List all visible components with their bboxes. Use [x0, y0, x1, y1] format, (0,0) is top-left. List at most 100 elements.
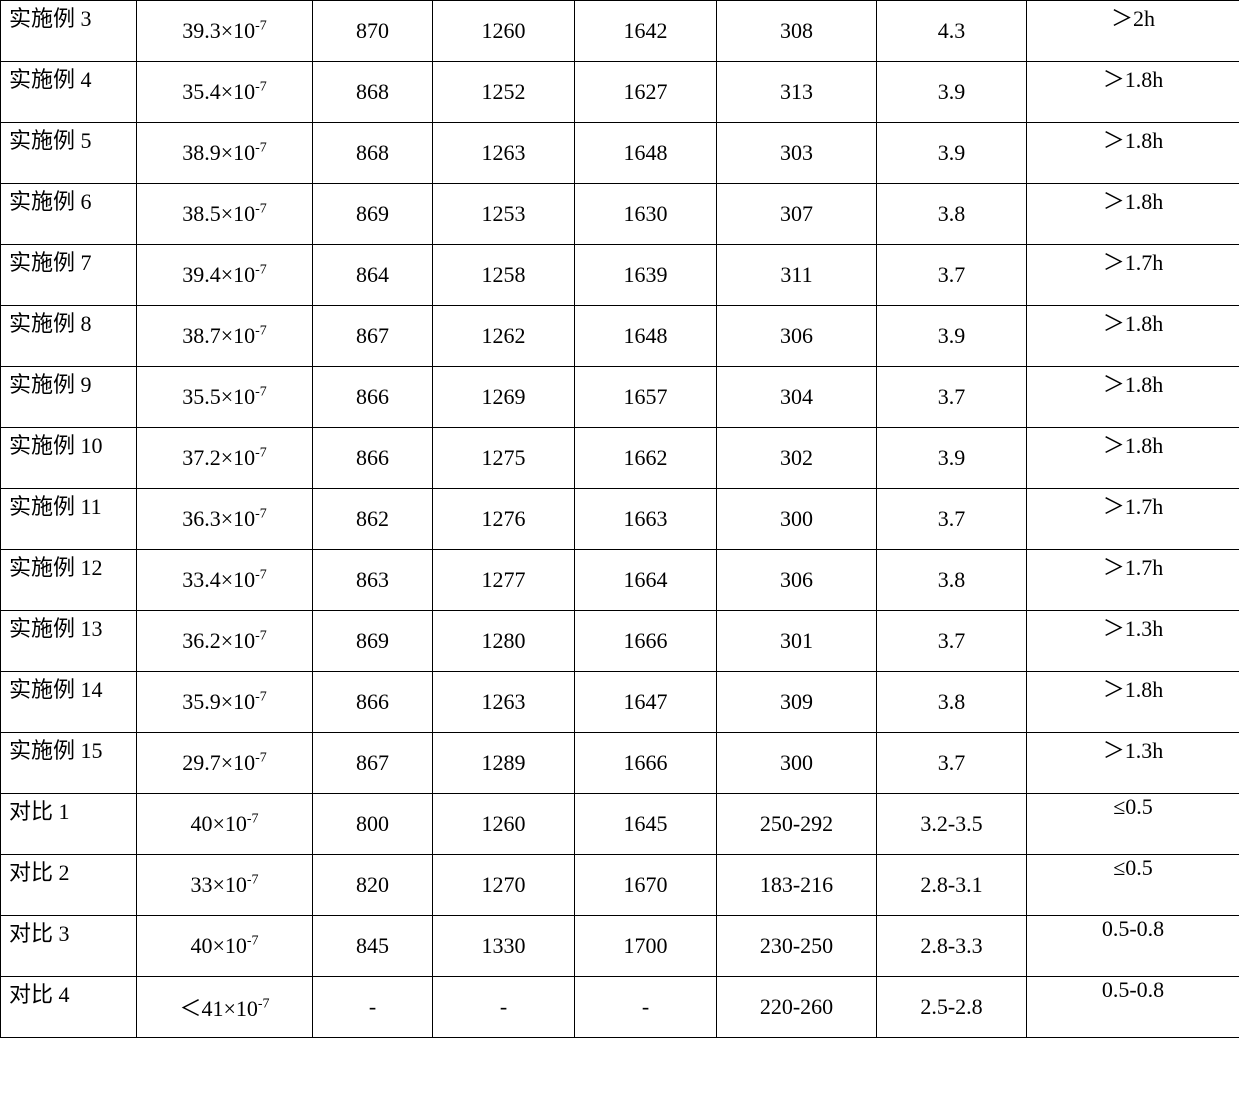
- table-row: 对比 4＜41×10-7---220-2602.5-2.80.5-0.8: [1, 977, 1239, 1038]
- table-row: 实施例 538.9×10-7868126316483033.9＞1.8h: [1, 123, 1239, 184]
- col-val6: 3.9: [877, 62, 1027, 123]
- col-coefficient: 36.3×10-7: [137, 489, 313, 550]
- col-duration: ≤0.5: [1027, 855, 1239, 916]
- row-label: 实施例 15: [1, 733, 137, 794]
- table-row: 实施例 1529.7×10-7867128916663003.7＞1.3h: [1, 733, 1239, 794]
- col-val4: 1647: [575, 672, 717, 733]
- row-label: 实施例 11: [1, 489, 137, 550]
- col-val2: 868: [313, 123, 433, 184]
- col-val2: 866: [313, 672, 433, 733]
- table-row: 对比 233×10-782012701670183-2162.8-3.1≤0.5: [1, 855, 1239, 916]
- col-val5: 250-292: [717, 794, 877, 855]
- col-duration: ＞1.7h: [1027, 489, 1239, 550]
- col-val4: 1645: [575, 794, 717, 855]
- col-coefficient: 35.4×10-7: [137, 62, 313, 123]
- col-val4: 1666: [575, 611, 717, 672]
- col-val6: 4.3: [877, 1, 1027, 62]
- col-val2: 866: [313, 428, 433, 489]
- col-val2: 869: [313, 184, 433, 245]
- col-coefficient: 40×10-7: [137, 794, 313, 855]
- col-val3: 1262: [433, 306, 575, 367]
- col-val3: 1263: [433, 672, 575, 733]
- col-val3: 1253: [433, 184, 575, 245]
- col-val6: 2.8-3.1: [877, 855, 1027, 916]
- col-val4: 1664: [575, 550, 717, 611]
- col-coefficient: 37.2×10-7: [137, 428, 313, 489]
- col-val3: 1269: [433, 367, 575, 428]
- col-coefficient: ＜41×10-7: [137, 977, 313, 1038]
- table-row: 实施例 1037.2×10-7866127516623023.9＞1.8h: [1, 428, 1239, 489]
- col-val5: 303: [717, 123, 877, 184]
- row-label: 实施例 7: [1, 245, 137, 306]
- table-row: 实施例 838.7×10-7867126216483063.9＞1.8h: [1, 306, 1239, 367]
- col-val6: 3.8: [877, 672, 1027, 733]
- row-label: 实施例 12: [1, 550, 137, 611]
- col-val5: 308: [717, 1, 877, 62]
- col-val4: 1627: [575, 62, 717, 123]
- col-val4: 1662: [575, 428, 717, 489]
- col-val2: 866: [313, 367, 433, 428]
- col-val3: 1330: [433, 916, 575, 977]
- col-val4: 1700: [575, 916, 717, 977]
- row-label: 对比 3: [1, 916, 137, 977]
- table-row: 实施例 339.3×10-7870126016423084.3＞2h: [1, 1, 1239, 62]
- table-row: 实施例 1336.2×10-7869128016663013.7＞1.3h: [1, 611, 1239, 672]
- row-label: 实施例 14: [1, 672, 137, 733]
- col-val2: 867: [313, 733, 433, 794]
- table-row: 实施例 435.4×10-7868125216273133.9＞1.8h: [1, 62, 1239, 123]
- col-val3: 1260: [433, 794, 575, 855]
- col-coefficient: 38.7×10-7: [137, 306, 313, 367]
- col-val2: 820: [313, 855, 433, 916]
- col-duration: ＞1.8h: [1027, 184, 1239, 245]
- col-val5: 311: [717, 245, 877, 306]
- col-coefficient: 35.5×10-7: [137, 367, 313, 428]
- col-val3: 1252: [433, 62, 575, 123]
- table-row: 实施例 739.4×10-7864125816393113.7＞1.7h: [1, 245, 1239, 306]
- col-val3: -: [433, 977, 575, 1038]
- col-val6: 3.2-3.5: [877, 794, 1027, 855]
- col-duration: ＞1.7h: [1027, 550, 1239, 611]
- col-val4: 1657: [575, 367, 717, 428]
- table-row: 实施例 1136.3×10-7862127616633003.7＞1.7h: [1, 489, 1239, 550]
- col-duration: ＞1.8h: [1027, 306, 1239, 367]
- col-duration: ＞1.8h: [1027, 62, 1239, 123]
- col-val4: 1642: [575, 1, 717, 62]
- col-val6: 3.7: [877, 367, 1027, 428]
- col-duration: ＞1.3h: [1027, 611, 1239, 672]
- col-val3: 1260: [433, 1, 575, 62]
- col-val6: 3.7: [877, 489, 1027, 550]
- col-val6: 3.8: [877, 550, 1027, 611]
- col-val3: 1270: [433, 855, 575, 916]
- col-val6: 3.7: [877, 733, 1027, 794]
- col-coefficient: 35.9×10-7: [137, 672, 313, 733]
- table-row: 对比 340×10-784513301700230-2502.8-3.30.5-…: [1, 916, 1239, 977]
- col-val5: 309: [717, 672, 877, 733]
- col-coefficient: 38.9×10-7: [137, 123, 313, 184]
- col-val4: 1648: [575, 123, 717, 184]
- col-val6: 3.9: [877, 306, 1027, 367]
- col-val3: 1280: [433, 611, 575, 672]
- col-coefficient: 40×10-7: [137, 916, 313, 977]
- col-val4: 1630: [575, 184, 717, 245]
- col-coefficient: 33.4×10-7: [137, 550, 313, 611]
- col-val5: 220-260: [717, 977, 877, 1038]
- data-table: 实施例 339.3×10-7870126016423084.3＞2h实施例 43…: [0, 0, 1239, 1038]
- col-val6: 3.7: [877, 245, 1027, 306]
- col-val5: 313: [717, 62, 877, 123]
- col-duration: ＞1.8h: [1027, 367, 1239, 428]
- col-coefficient: 33×10-7: [137, 855, 313, 916]
- col-duration: ＞1.3h: [1027, 733, 1239, 794]
- col-val3: 1275: [433, 428, 575, 489]
- col-val2: 864: [313, 245, 433, 306]
- col-val2: -: [313, 977, 433, 1038]
- row-label: 实施例 13: [1, 611, 137, 672]
- table-row: 实施例 1233.4×10-7863127716643063.8＞1.7h: [1, 550, 1239, 611]
- col-coefficient: 39.3×10-7: [137, 1, 313, 62]
- col-val4: -: [575, 977, 717, 1038]
- col-val5: 307: [717, 184, 877, 245]
- table-body: 实施例 339.3×10-7870126016423084.3＞2h实施例 43…: [1, 1, 1239, 1038]
- table-row: 对比 140×10-780012601645250-2923.2-3.5≤0.5: [1, 794, 1239, 855]
- col-val6: 3.8: [877, 184, 1027, 245]
- col-duration: ＞1.8h: [1027, 123, 1239, 184]
- table-row: 实施例 935.5×10-7866126916573043.7＞1.8h: [1, 367, 1239, 428]
